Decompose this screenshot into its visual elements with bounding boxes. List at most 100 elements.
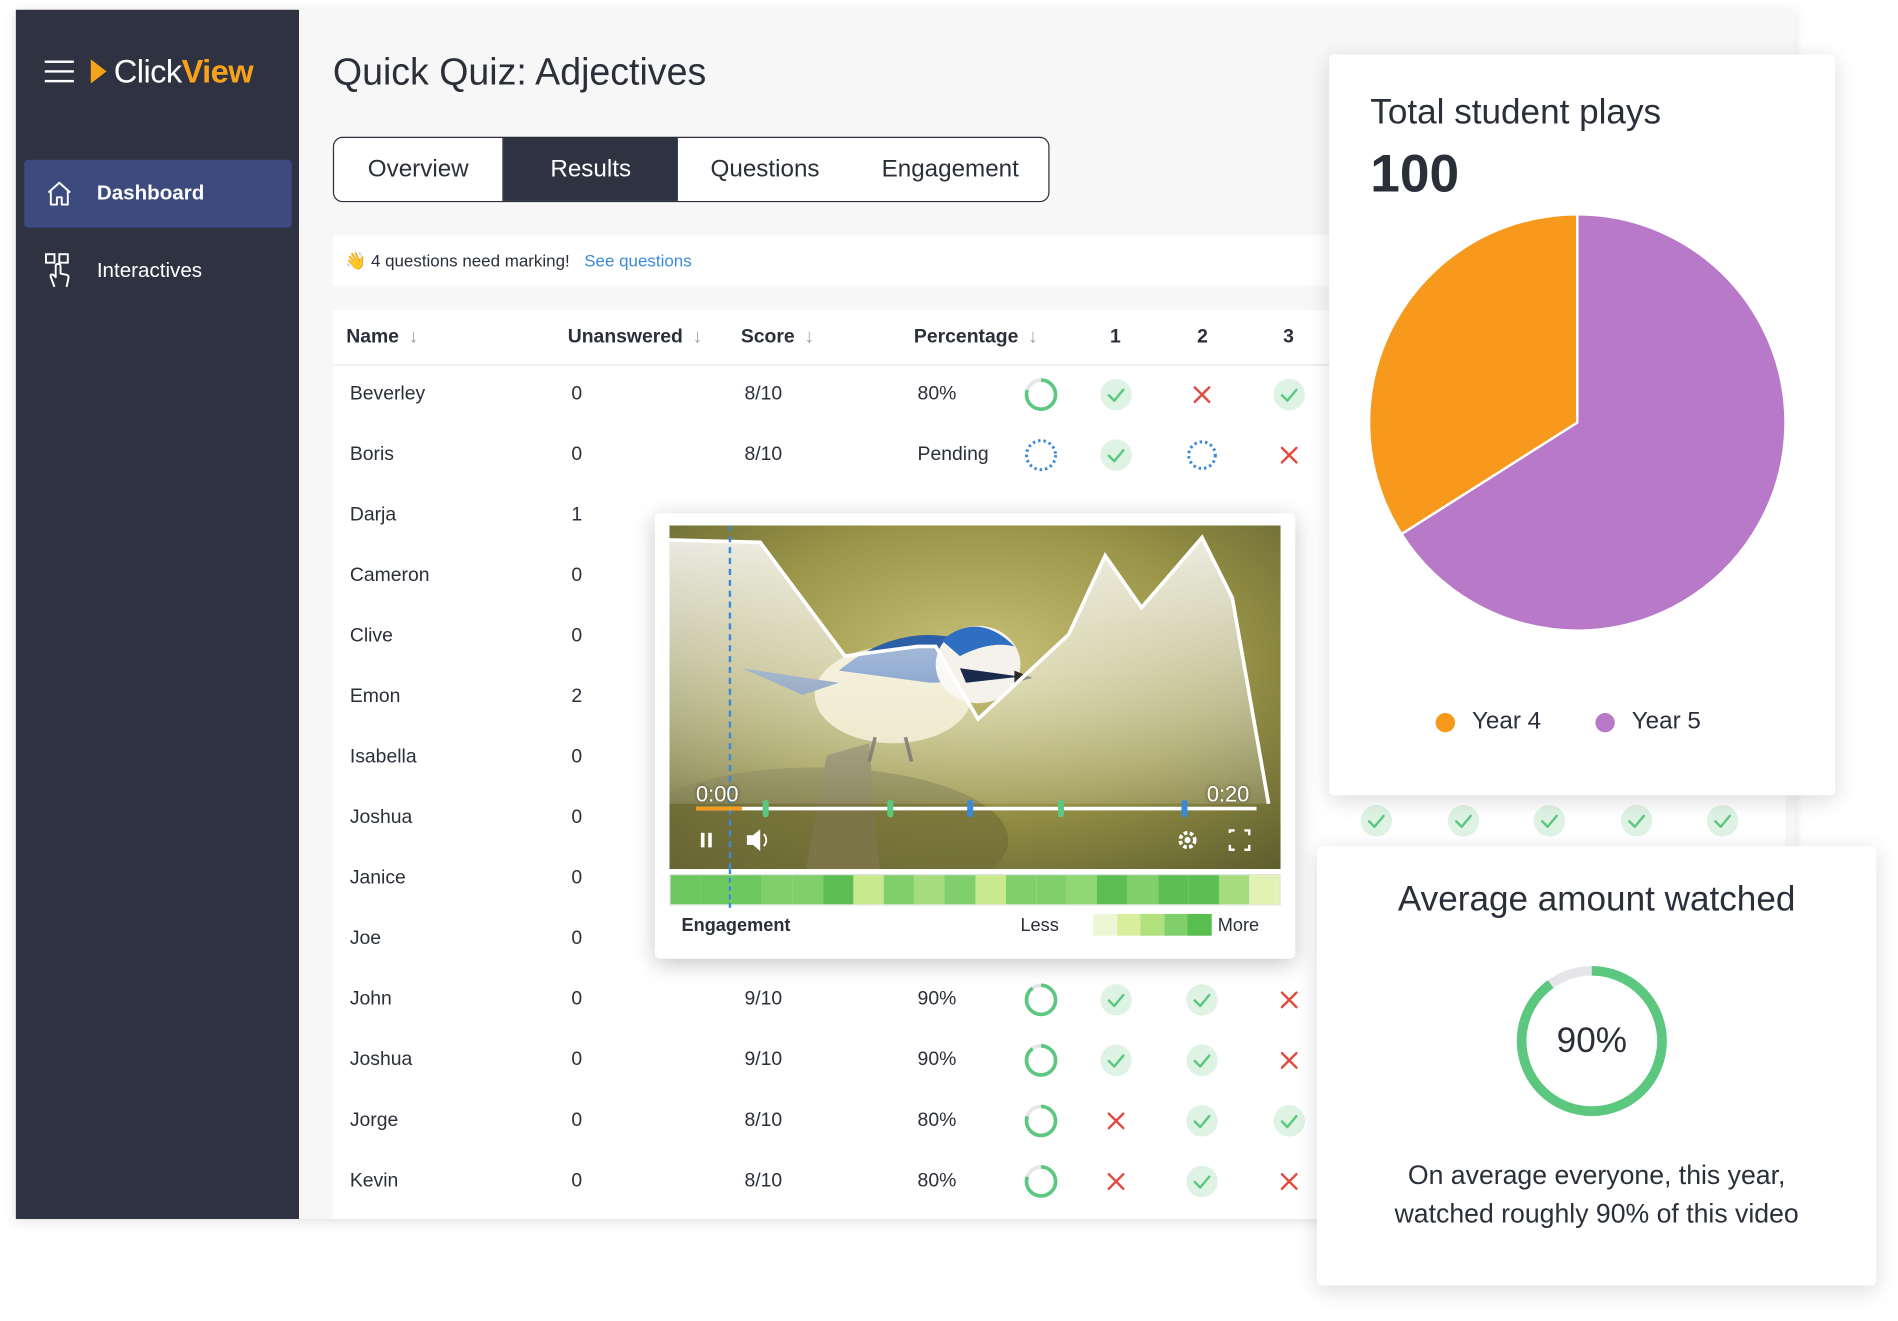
sidebar-item-interactives[interactable]: Interactives [24,237,292,305]
engagement-legend-gradient [1093,913,1212,936]
cell-score: 8/10 [744,1110,783,1131]
cross-icon[interactable] [1099,1104,1133,1138]
average-progress-ring [1516,965,1667,1117]
tab-questions[interactable]: Questions [710,155,820,183]
table-row[interactable]: Joshua 0 9/10 90% [333,1031,1786,1092]
heatbar-segment [883,875,915,905]
sort-arrow-icon: ↓ [804,326,815,348]
sort-arrow-icon: ↓ [408,326,419,348]
cell-unanswered: 0 [571,746,583,768]
check-icon[interactable] [1447,804,1481,838]
header-name[interactable]: Name ↓ [346,327,418,349]
header-q1[interactable]: 1 [1110,326,1121,348]
header-q3[interactable]: 3 [1283,326,1294,348]
see-questions-link[interactable]: See questions [584,250,692,270]
cell-name: Beverley [349,383,426,405]
table-row[interactable]: Cameron 0 [333,547,1786,608]
table-row[interactable]: Joe 0 [333,910,1786,971]
pending-icon[interactable] [1185,438,1219,472]
cell-name: Joe [349,928,382,950]
table-row[interactable]: Janice 0 [333,850,1786,911]
tab-bar: Overview Results Questions Engagement [332,136,1050,203]
check-icon[interactable] [1620,804,1654,838]
cross-icon[interactable] [1099,1165,1133,1199]
logo-text-view: View [181,52,254,89]
table-row[interactable]: Joshua 0 [333,789,1786,850]
cell-score: 8/10 [744,383,783,405]
header-unanswered[interactable]: Unanswered ↓ [568,327,703,349]
check-icon[interactable] [1706,804,1740,838]
cell-percentage: Pending [917,444,989,465]
check-icon[interactable] [1099,1043,1133,1077]
cell-name: Joshua [349,1049,413,1071]
average-watched-card: Average amount watched 90% On average ev… [1317,846,1877,1286]
cell-unanswered: 0 [571,565,583,586]
check-icon[interactable] [1532,804,1566,838]
table-row[interactable]: John 0 9/10 90% [333,971,1786,1032]
video-player[interactable]: 0:00 0:20 [669,525,1281,870]
total-plays-card: Total student plays 100 Year 4 Year 5 [1329,54,1836,796]
pie-slice-year-5 [1399,213,1787,632]
sidebar-item-dashboard[interactable]: Dashboard [24,159,292,228]
legend-dot-year-5 [1595,712,1615,732]
table-row[interactable]: Clive 0 [333,608,1786,669]
table-row[interactable]: Boris 0 8/10 Pending [333,426,1786,487]
pie-slice-year-4 [1367,213,1579,536]
average-description-line-1: On average everyone, this year, [1407,1159,1786,1190]
table-row[interactable]: Kevin 0 8/10 80% [333,1152,1786,1213]
cross-icon[interactable] [1272,1043,1306,1077]
video-frame [669,525,1281,870]
pending-ring-icon [1024,438,1058,472]
cell-name: Clive [349,625,393,647]
table-row[interactable]: Darja 1 [333,487,1786,548]
check-icon[interactable] [1185,1165,1219,1199]
cell-score: 8/10 [744,1170,783,1192]
cell-name: Emon [349,686,401,707]
legend-gradient-step [1116,913,1141,936]
table-row[interactable]: Isabella 0 [333,729,1786,790]
table-row[interactable]: Jorge 0 8/10 80% [333,1092,1786,1153]
tab-engagement[interactable]: Engagement [881,155,1019,183]
legend-gradient-step [1093,913,1117,936]
header-percentage[interactable]: Percentage ↓ [914,327,1038,349]
table-row[interactable]: Beverley 0 8/10 80% [333,366,1786,427]
check-icon[interactable] [1185,983,1219,1017]
home-icon [44,178,75,209]
sidebar-item-label: Interactives [96,259,203,283]
check-icon[interactable] [1185,1043,1219,1077]
table-row[interactable]: Emon 2 [333,668,1786,729]
average-description: On average everyone, this year, watched … [1341,1156,1852,1233]
heatbar-segment [1005,875,1037,905]
table-header: Name ↓ Unanswered ↓ Score ↓ Percentage ↓ 1 2… [332,310,1786,366]
sidebar-item-label: Dashboard [96,181,205,205]
check-icon[interactable] [1272,1104,1306,1138]
check-icon[interactable] [1272,378,1306,412]
sort-arrow-icon: ↓ [1028,326,1038,348]
header-score[interactable]: Score ↓ [741,327,814,349]
notice-message: 4 questions need marking! [370,250,570,270]
check-icon[interactable] [1099,438,1133,472]
check-icon[interactable] [1099,983,1133,1017]
header-q2[interactable]: 2 [1197,326,1208,348]
heatbar-playhead [728,869,732,908]
check-icon[interactable] [1359,804,1393,838]
heatbar-segment [1066,875,1097,905]
clickview-logo[interactable]: Click View [90,51,254,92]
plays-pie-chart [1367,213,1787,632]
legend-label: Year 5 [1631,708,1701,735]
heatbar-segment [731,875,762,905]
heatbar-segment [1218,875,1250,905]
tab-overview[interactable]: Overview [334,137,504,201]
check-icon[interactable] [1185,1104,1219,1138]
cross-icon[interactable] [1272,1165,1306,1199]
check-icon[interactable] [1099,378,1133,412]
cell-unanswered: 2 [571,686,583,707]
cross-icon[interactable] [1272,983,1306,1017]
hamburger-menu-icon[interactable] [44,60,74,85]
heatbar-segment [701,875,732,905]
cross-icon[interactable] [1272,438,1306,472]
cross-icon[interactable] [1185,378,1219,412]
tab-results[interactable]: Results [503,137,678,201]
legend-gradient-step [1164,913,1188,936]
progress-ring-icon [1024,1043,1058,1077]
